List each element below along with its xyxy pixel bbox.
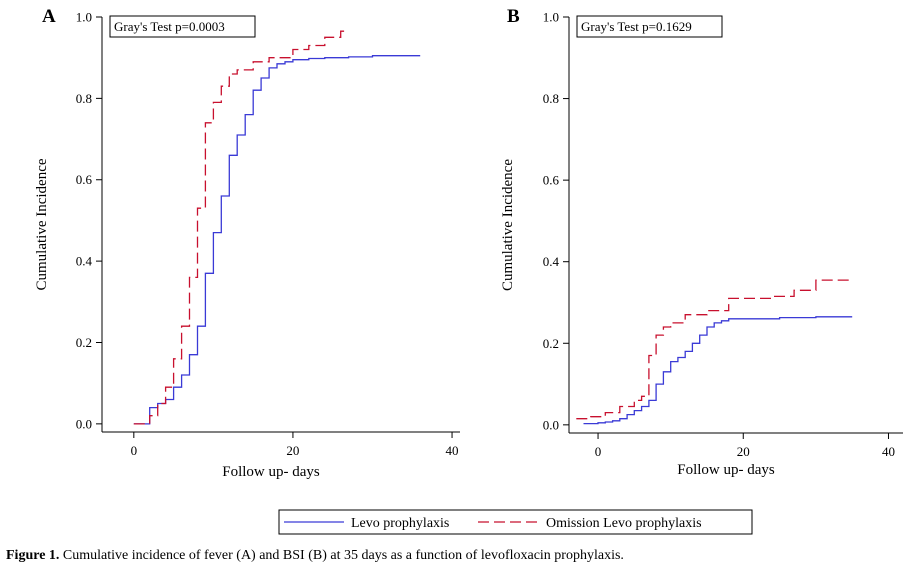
panel-a-y-tick-label: 0.8 — [76, 91, 92, 106]
panel-b-levo-line — [583, 316, 853, 425]
panel-a-y-tick-label: 0.6 — [76, 172, 93, 187]
panel-b-test-label: Gray's Test p=0.1629 — [581, 19, 692, 34]
figure-caption: Figure 1. Cumulative incidence of fever … — [6, 548, 624, 564]
panel-b-letter: B — [507, 6, 520, 27]
panel-b-chart: 0.0 0.2 0.4 0.6 0.8 1.0 0 20 40 Follow up- days Cu… — [500, 6, 903, 478]
panel-a-x-axis-title: Follow up- days — [222, 464, 320, 480]
figure-caption-label: Figure 1. — [6, 548, 60, 563]
legend-omission-levo-label: Omission Levo prophylaxis — [546, 516, 702, 531]
panel-b-y-tick-label: 0.8 — [543, 91, 559, 106]
panel-b-y-tick-label: 0.0 — [543, 417, 559, 432]
panel-a-test-label: Gray's Test p=0.0003 — [114, 19, 225, 34]
panel-a-y-tick-label: 0.2 — [76, 335, 92, 350]
panel-a-chart: 0.0 0.2 0.4 0.6 0.8 1.0 0 20 40 Follow up- days Cu… — [34, 6, 460, 480]
panel-b-y-tick-label: 1.0 — [543, 10, 559, 25]
panel-b-y-tick-label: 0.4 — [543, 254, 560, 269]
panel-b-omission-levo-line — [576, 279, 853, 420]
panel-b-y-tick-label: 0.6 — [543, 173, 560, 188]
panel-a-y-tick-label: 1.0 — [76, 10, 92, 25]
legend: Levo prophylaxis Omission Levo prophylaxi… — [278, 509, 753, 535]
panel-a-x-tick-label: 20 — [286, 443, 299, 458]
panel-a-y-tick-label: 0.4 — [76, 254, 93, 269]
panel-a-y-tick-label: 0.0 — [76, 416, 92, 431]
panel-b-x-axis-title: Follow up- days — [677, 462, 775, 478]
panel-a-levo-line — [133, 55, 421, 425]
panel-a-letter: A — [42, 6, 56, 27]
panel-b-test-box — [576, 15, 723, 38]
panel-a-y-axis-title: Cumulative Incidence — [34, 158, 50, 290]
panel-b-x-tick-label: 40 — [882, 444, 895, 459]
panel-b-x-tick-label: 20 — [737, 444, 750, 459]
figure-caption-text: Cumulative incidence of fever (A) and BS… — [62, 548, 624, 563]
panel-a-omission-levo-line — [133, 30, 349, 425]
panel-b-y-tick-label: 0.2 — [543, 336, 559, 351]
panel-a-x-tick-label: 0 — [131, 443, 138, 458]
legend-levo-label: Levo prophylaxis — [351, 516, 449, 531]
panel-b-x-tick-label: 0 — [595, 444, 602, 459]
panel-a-test-box — [109, 15, 256, 38]
panel-b-y-axis-title: Cumulative Incidence — [500, 159, 516, 291]
panel-a-x-tick-label: 40 — [446, 443, 459, 458]
